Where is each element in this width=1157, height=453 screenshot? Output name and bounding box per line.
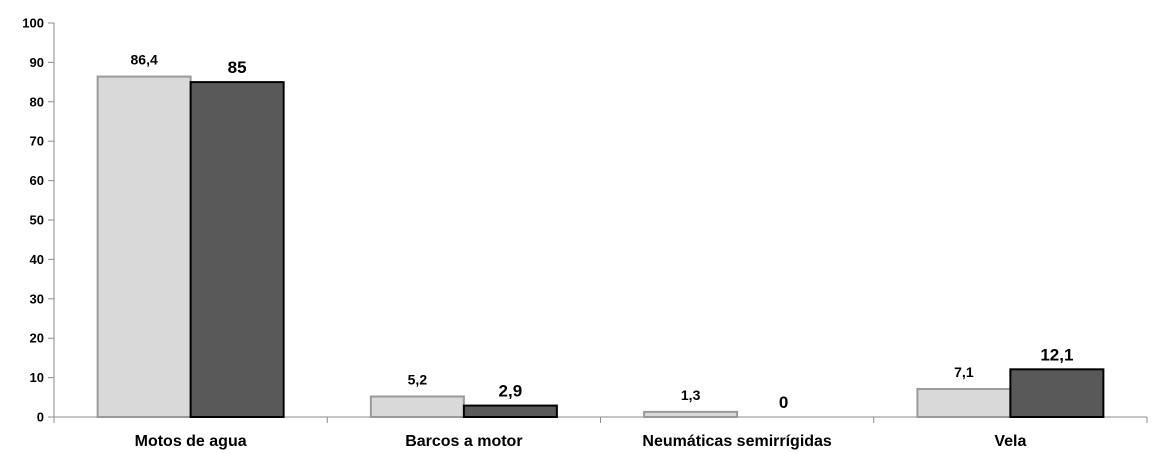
y-tick-label: 100: [22, 16, 44, 31]
y-tick-label: 30: [30, 291, 44, 306]
y-tick-label: 10: [30, 370, 44, 385]
x-axis: Motos de agua Barcos a motor Neumáticas se…: [48, 416, 1148, 450]
y-tick-label: 60: [30, 173, 44, 188]
category-label: Motos de agua: [135, 433, 247, 450]
data-label: 0: [779, 393, 788, 412]
data-label: 5,2: [408, 372, 428, 388]
y-tick-label: 0: [37, 410, 44, 425]
bar-series-1: [643, 410, 739, 418]
y-tick-label: 80: [30, 94, 44, 109]
category-label: Neumáticas semirrígidas: [642, 433, 832, 450]
data-label: 86,4: [131, 52, 158, 68]
bar-series-2: [1009, 368, 1105, 418]
bars: [96, 75, 1105, 419]
y-tick-label: 90: [30, 55, 44, 70]
data-label: 85: [228, 58, 247, 77]
y-tick-label: 40: [30, 252, 44, 267]
category-label: Barcos a motor: [405, 433, 522, 450]
y-tick-label: 20: [30, 331, 44, 346]
data-label: 12,1: [1040, 345, 1073, 364]
data-labels: 86,4 85 5,2 2,9 1,3 0 7,1 12,1: [131, 52, 1074, 412]
category-label: Vela: [994, 433, 1026, 450]
y-tick-label: 50: [30, 213, 44, 228]
bar-series-2: [462, 404, 558, 419]
data-label: 2,9: [499, 382, 523, 401]
bar-series-1: [96, 75, 192, 418]
bar-series-1: [369, 395, 465, 418]
data-label: 1,3: [681, 387, 701, 403]
y-tick-label: 70: [30, 134, 44, 149]
bar-series-2: [189, 81, 285, 418]
bar-series-1: [916, 388, 1012, 418]
y-axis: 0 10 20 30 40 50 60 70 80 90 100: [22, 16, 55, 425]
data-label: 7,1: [954, 364, 974, 380]
